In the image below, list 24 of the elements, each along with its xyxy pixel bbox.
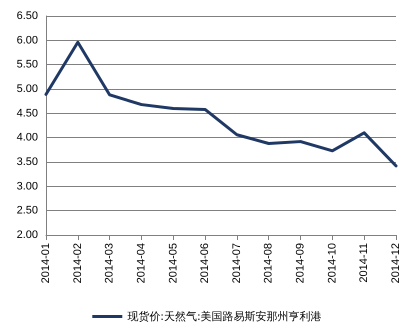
x-tick-label: 2014-11 — [358, 243, 370, 283]
y-tick-label: 2.00 — [16, 229, 38, 241]
x-tick-label: 2014-12 — [390, 243, 402, 284]
x-tick-label: 2014-06 — [199, 243, 212, 284]
x-tick-label: 2014-07 — [230, 243, 243, 284]
x-tick-label: 2014-09 — [294, 243, 307, 284]
x-tick-label: 2014-02 — [72, 243, 84, 284]
x-tick-label: 2014-05 — [167, 243, 180, 284]
y-tick-label: 3.50 — [16, 156, 38, 168]
x-tick-label: 2014-10 — [326, 243, 338, 284]
x-tick-label: 2014-01 — [40, 243, 52, 284]
x-tick-label: 2014-04 — [135, 243, 148, 284]
x-tick-label: 2014-03 — [104, 243, 116, 284]
y-tick-label: 6.50 — [16, 10, 38, 22]
y-tick-label: 4.50 — [16, 107, 38, 120]
y-tick-label: 6.00 — [16, 34, 38, 46]
y-tick-label: 2.50 — [16, 204, 38, 217]
x-tick-label: 2014-08 — [262, 243, 275, 284]
legend-label: 现货价:天然气:美国路易斯安那州亨利港 — [127, 310, 322, 323]
y-tick-label: 3.00 — [16, 180, 38, 192]
y-tick-label: 5.00 — [16, 83, 38, 95]
y-tick-label: 5.50 — [16, 58, 38, 71]
y-tick-label: 4.00 — [16, 132, 38, 144]
line-series — [44, 40, 398, 168]
